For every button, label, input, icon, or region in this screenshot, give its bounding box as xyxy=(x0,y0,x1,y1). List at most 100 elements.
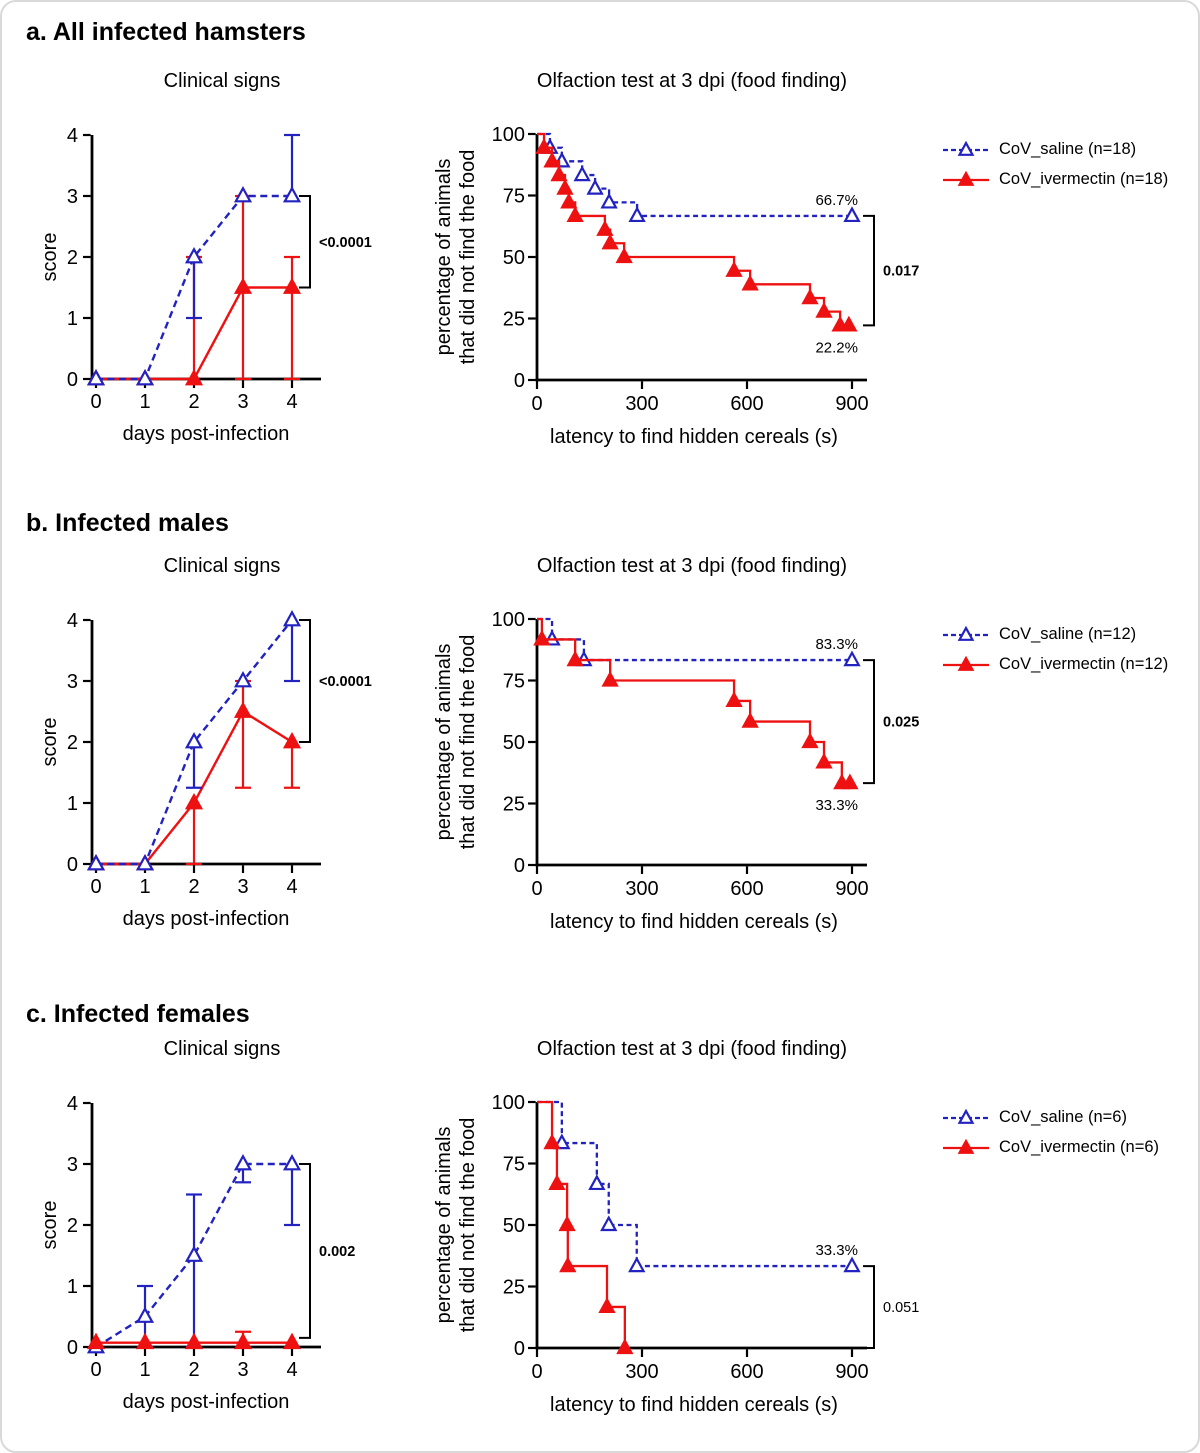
open-triangle-marker xyxy=(233,185,253,203)
chart-title-clinical-c: Clinical signs xyxy=(163,1038,281,1060)
y-tick-label: 2 xyxy=(67,1215,78,1237)
p-value-label: <0.0001 xyxy=(319,235,372,251)
x-axis-label: latency to find hidden cereals (s) xyxy=(550,1394,838,1416)
x-tick-label: 900 xyxy=(835,878,868,900)
filled-triangle-marker xyxy=(957,655,975,671)
filled-triangle-marker xyxy=(801,288,819,305)
y-tick-label: 3 xyxy=(67,671,78,693)
open-triangle-marker xyxy=(233,1153,253,1171)
open-triangle-marker xyxy=(628,1256,646,1273)
olfaction-plot-b: 0 25 50 75 100 0 300 600 900 latency to find hidd… xyxy=(433,609,919,933)
filled-triangle-marker xyxy=(815,752,833,769)
filled-triangle-marker xyxy=(560,192,578,209)
ivermectin-line-marker-icon xyxy=(943,1138,989,1154)
x-tick-label: 0 xyxy=(90,1359,101,1381)
y-tick-label: 0 xyxy=(67,369,78,391)
step-line xyxy=(537,132,852,327)
y-tick-label: 75 xyxy=(503,186,525,208)
y-tick-label: 3 xyxy=(67,186,78,208)
filled-triangle-marker xyxy=(543,1133,561,1150)
y-tick-label: 1 xyxy=(67,793,78,815)
comparison-bracket xyxy=(299,195,311,289)
x-tick-label: 1 xyxy=(139,1359,150,1381)
open-triangle-marker xyxy=(135,368,155,386)
filled-triangle-marker xyxy=(840,315,858,332)
legend-item-saline: CoV_saline (n=12) xyxy=(942,623,1168,645)
open-triangle-marker xyxy=(957,140,975,156)
open-triangle-marker xyxy=(957,1108,975,1124)
series-CoV_saline: 33.3% xyxy=(537,1100,861,1273)
y-axis-label: that did not find the food xyxy=(457,635,479,850)
open-triangle-marker xyxy=(957,625,975,641)
series-CoV_ivermectin: 22.2% xyxy=(535,132,858,356)
p-value-label: 0.025 xyxy=(883,715,919,731)
p-value-label: <0.0001 xyxy=(319,674,372,690)
plot-area: 0 1 2 3 4 0 1 2 3 4 days post-infection score <0.000… xyxy=(39,125,372,445)
series-CoV_saline xyxy=(86,609,302,871)
x-axis-label: latency to find hidden cereals (s) xyxy=(550,426,838,448)
y-tick-label: 100 xyxy=(492,609,525,631)
open-triangle-marker xyxy=(135,1306,155,1323)
filled-triangle-marker xyxy=(566,206,584,223)
legend-c: CoV_saline (n=6) CoV_ivermectin (n=6) xyxy=(942,1106,1159,1158)
y-axis-label: percentage of animals xyxy=(433,1127,455,1324)
plot-area: 0 25 50 75 100 0 300 600 900 latency to find hidd… xyxy=(433,124,919,448)
chart-title-olfaction-a: Olfaction test at 3 dpi (food finding) xyxy=(536,70,848,92)
panel-a-header: a. All infected hamsters xyxy=(26,18,306,46)
y-tick-label: 0 xyxy=(67,1337,78,1359)
x-axis-label: days post-infection xyxy=(123,423,290,445)
y-axis-label: percentage of animals xyxy=(433,159,455,356)
filled-triangle-marker xyxy=(598,1297,616,1314)
filled-triangle-marker xyxy=(556,178,574,195)
x-tick-label: 0 xyxy=(531,1361,542,1383)
open-triangle-marker xyxy=(843,206,861,223)
legend-label-saline: CoV_saline (n=18) xyxy=(999,139,1137,158)
y-tick-label: 4 xyxy=(67,610,78,632)
legend-item-ivermectin: CoV_ivermectin (n=12) xyxy=(942,653,1168,675)
y-axis-label: score xyxy=(39,718,61,767)
open-triangle-marker xyxy=(600,192,618,209)
x-tick-label: 1 xyxy=(139,876,150,898)
y-tick-label: 4 xyxy=(67,125,78,147)
panel-c-header: c. Infected females xyxy=(26,1000,250,1028)
open-triangle-marker xyxy=(586,178,604,195)
y-tick-label: 1 xyxy=(67,1276,78,1298)
open-triangle-marker xyxy=(135,853,155,871)
olfaction-chart-a: Olfaction test at 3 dpi (food finding) 0… xyxy=(422,62,962,462)
y-tick-label: 25 xyxy=(503,794,525,816)
comparison-bracket xyxy=(299,619,311,743)
open-triangle-marker xyxy=(184,1245,204,1262)
x-tick-label: 1 xyxy=(139,391,150,413)
saline-line-marker-icon xyxy=(943,625,989,641)
open-triangle-marker xyxy=(573,165,591,182)
filled-triangle-marker xyxy=(616,1338,634,1355)
clinical-signs-chart-c: Clinical signs 0 1 2 3 4 0 1 2 3 4 days post-infec… xyxy=(32,1030,412,1430)
legend-a: CoV_saline (n=18) CoV_ivermectin (n=18) xyxy=(942,138,1168,190)
open-triangle-marker xyxy=(553,1133,571,1150)
x-tick-label: 4 xyxy=(286,1359,297,1381)
x-tick-label: 2 xyxy=(188,391,199,413)
open-triangle-marker xyxy=(543,629,561,646)
y-tick-label: 4 xyxy=(67,1093,78,1115)
legend-item-ivermectin: CoV_ivermectin (n=18) xyxy=(942,168,1168,190)
y-tick-label: 2 xyxy=(67,247,78,269)
y-axis-label: that did not find the food xyxy=(457,1118,479,1333)
series-CoV_ivermectin xyxy=(86,1330,302,1350)
legend-label-ivermectin: CoV_ivermectin (n=18) xyxy=(999,169,1169,188)
x-axis-label: latency to find hidden cereals (s) xyxy=(550,911,838,933)
x-tick-label: 2 xyxy=(188,1359,199,1381)
legend-item-ivermectin: CoV_ivermectin (n=6) xyxy=(942,1136,1159,1158)
open-triangle-marker xyxy=(282,1153,302,1171)
open-triangle-marker xyxy=(233,670,253,688)
series-CoV_ivermectin: 33.3% xyxy=(533,617,859,814)
filled-triangle-marker xyxy=(282,1332,302,1350)
x-tick-label: 0 xyxy=(90,391,101,413)
x-tick-label: 3 xyxy=(237,391,248,413)
filled-triangle-marker xyxy=(566,650,584,667)
filled-triangle-marker xyxy=(543,151,561,168)
x-tick-label: 900 xyxy=(835,1361,868,1383)
y-tick-label: 2 xyxy=(67,732,78,754)
filled-triangle-marker xyxy=(535,138,553,154)
end-percentage-label: 33.3% xyxy=(815,797,858,814)
